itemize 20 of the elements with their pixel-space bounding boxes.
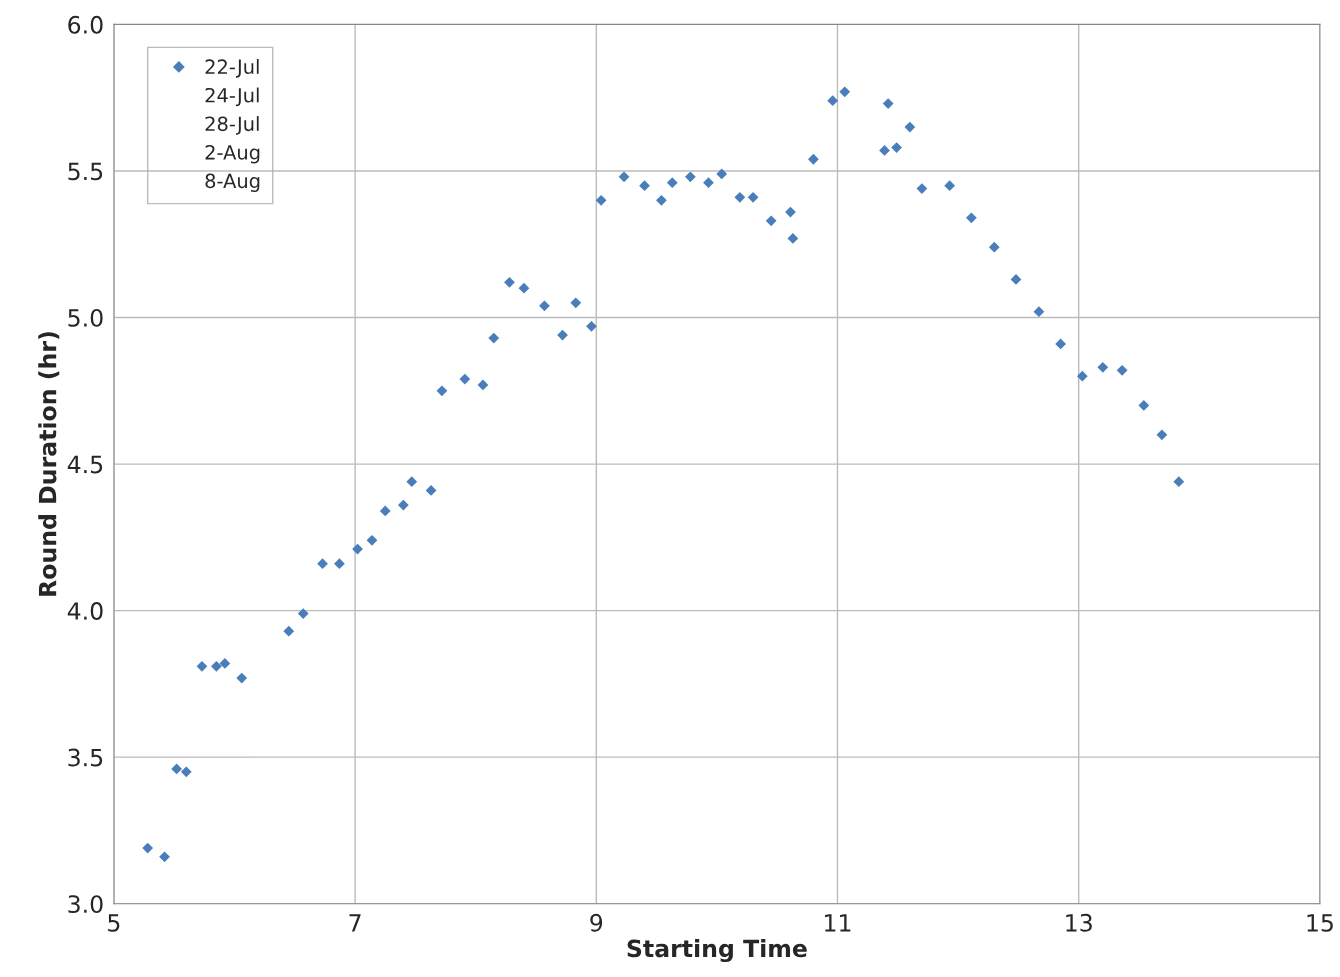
legend-label: 22-Jul: [205, 59, 259, 78]
x-tick-label: 9: [590, 913, 603, 932]
y-tick-label: 4.0: [67, 602, 103, 620]
y-tick-label: 4.5: [67, 455, 103, 474]
text: 28-Jul: [205, 116, 259, 135]
y-tick-label: 6.0: [68, 15, 103, 34]
x-tick-label: 13: [1066, 913, 1092, 932]
y-tick-label: 3.0: [68, 895, 103, 914]
x-tick-label: 5: [108, 914, 120, 932]
x-tick-label: 15: [1307, 914, 1333, 932]
y-axis-title: Round Duration (hr): [38, 332, 60, 596]
text: 24-Jul: [205, 87, 259, 107]
y-tick-label: 5.0: [68, 308, 103, 327]
y-tick-label: 5.5: [68, 162, 103, 181]
text: 2-Aug: [205, 144, 260, 164]
x-tick-label: 7: [349, 914, 361, 932]
x-tick-label: 11: [825, 914, 851, 932]
x-axis-title: Starting Time: [627, 939, 807, 963]
y-tick-label: 3.5: [68, 748, 103, 767]
text: 8-Aug: [205, 173, 260, 192]
